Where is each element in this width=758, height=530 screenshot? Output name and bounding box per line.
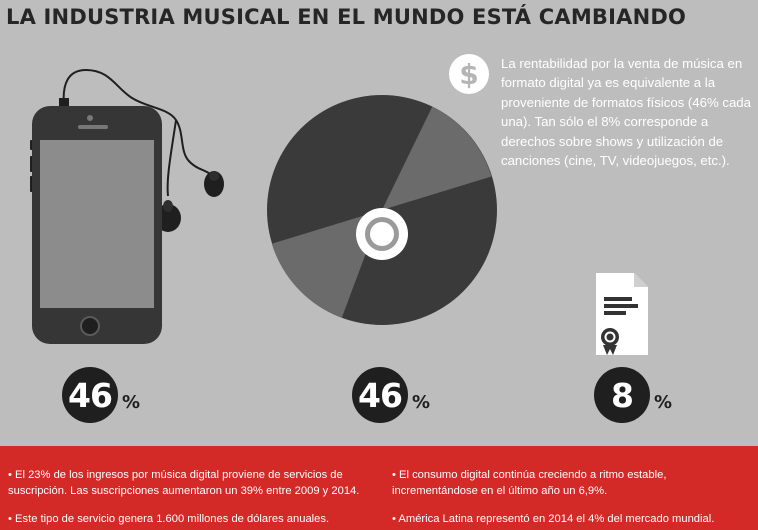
list-item: • El 23% de los ingresos por música digi… (8, 469, 343, 481)
stat-digital-value: 46 (62, 367, 118, 423)
stat-digital-unit: % (122, 391, 141, 413)
dollar-icon: $ (449, 54, 489, 94)
stat-rights-unit: % (654, 391, 673, 413)
list-item: • El consumo digital continúa creciendo … (392, 469, 667, 481)
list-item: • América Latina representó en 2014 el 4… (392, 513, 715, 525)
seal-icon (601, 328, 619, 355)
list-item: suscripción. Las suscripciones aumentaro… (8, 485, 360, 497)
stat-physical-value: 46 (352, 367, 408, 423)
smartphone-icon (30, 68, 224, 344)
page-title: LA INDUSTRIA MUSICAL EN EL MUNDO ESTÁ CA… (6, 5, 687, 29)
stat-physical: 46 % (352, 367, 430, 423)
facts-panel: • El 23% de los ingresos por música digi… (0, 446, 758, 530)
stat-digital: 46 % (62, 367, 140, 423)
stat-rights: 8 % (594, 367, 672, 423)
stat-rights-value: 8 (594, 367, 650, 423)
stat-physical-unit: % (412, 391, 431, 413)
info-paragraph: La rentabilidad por la venta de música e… (501, 56, 751, 169)
compact-disc-icon (267, 95, 497, 325)
list-item: incrementándose en el último año un 6,9%… (392, 485, 608, 497)
earphones-icon (62, 68, 213, 197)
certificate-document-icon (596, 273, 648, 355)
list-item: • Este tipo de servicio genera 1.600 mil… (8, 513, 330, 525)
